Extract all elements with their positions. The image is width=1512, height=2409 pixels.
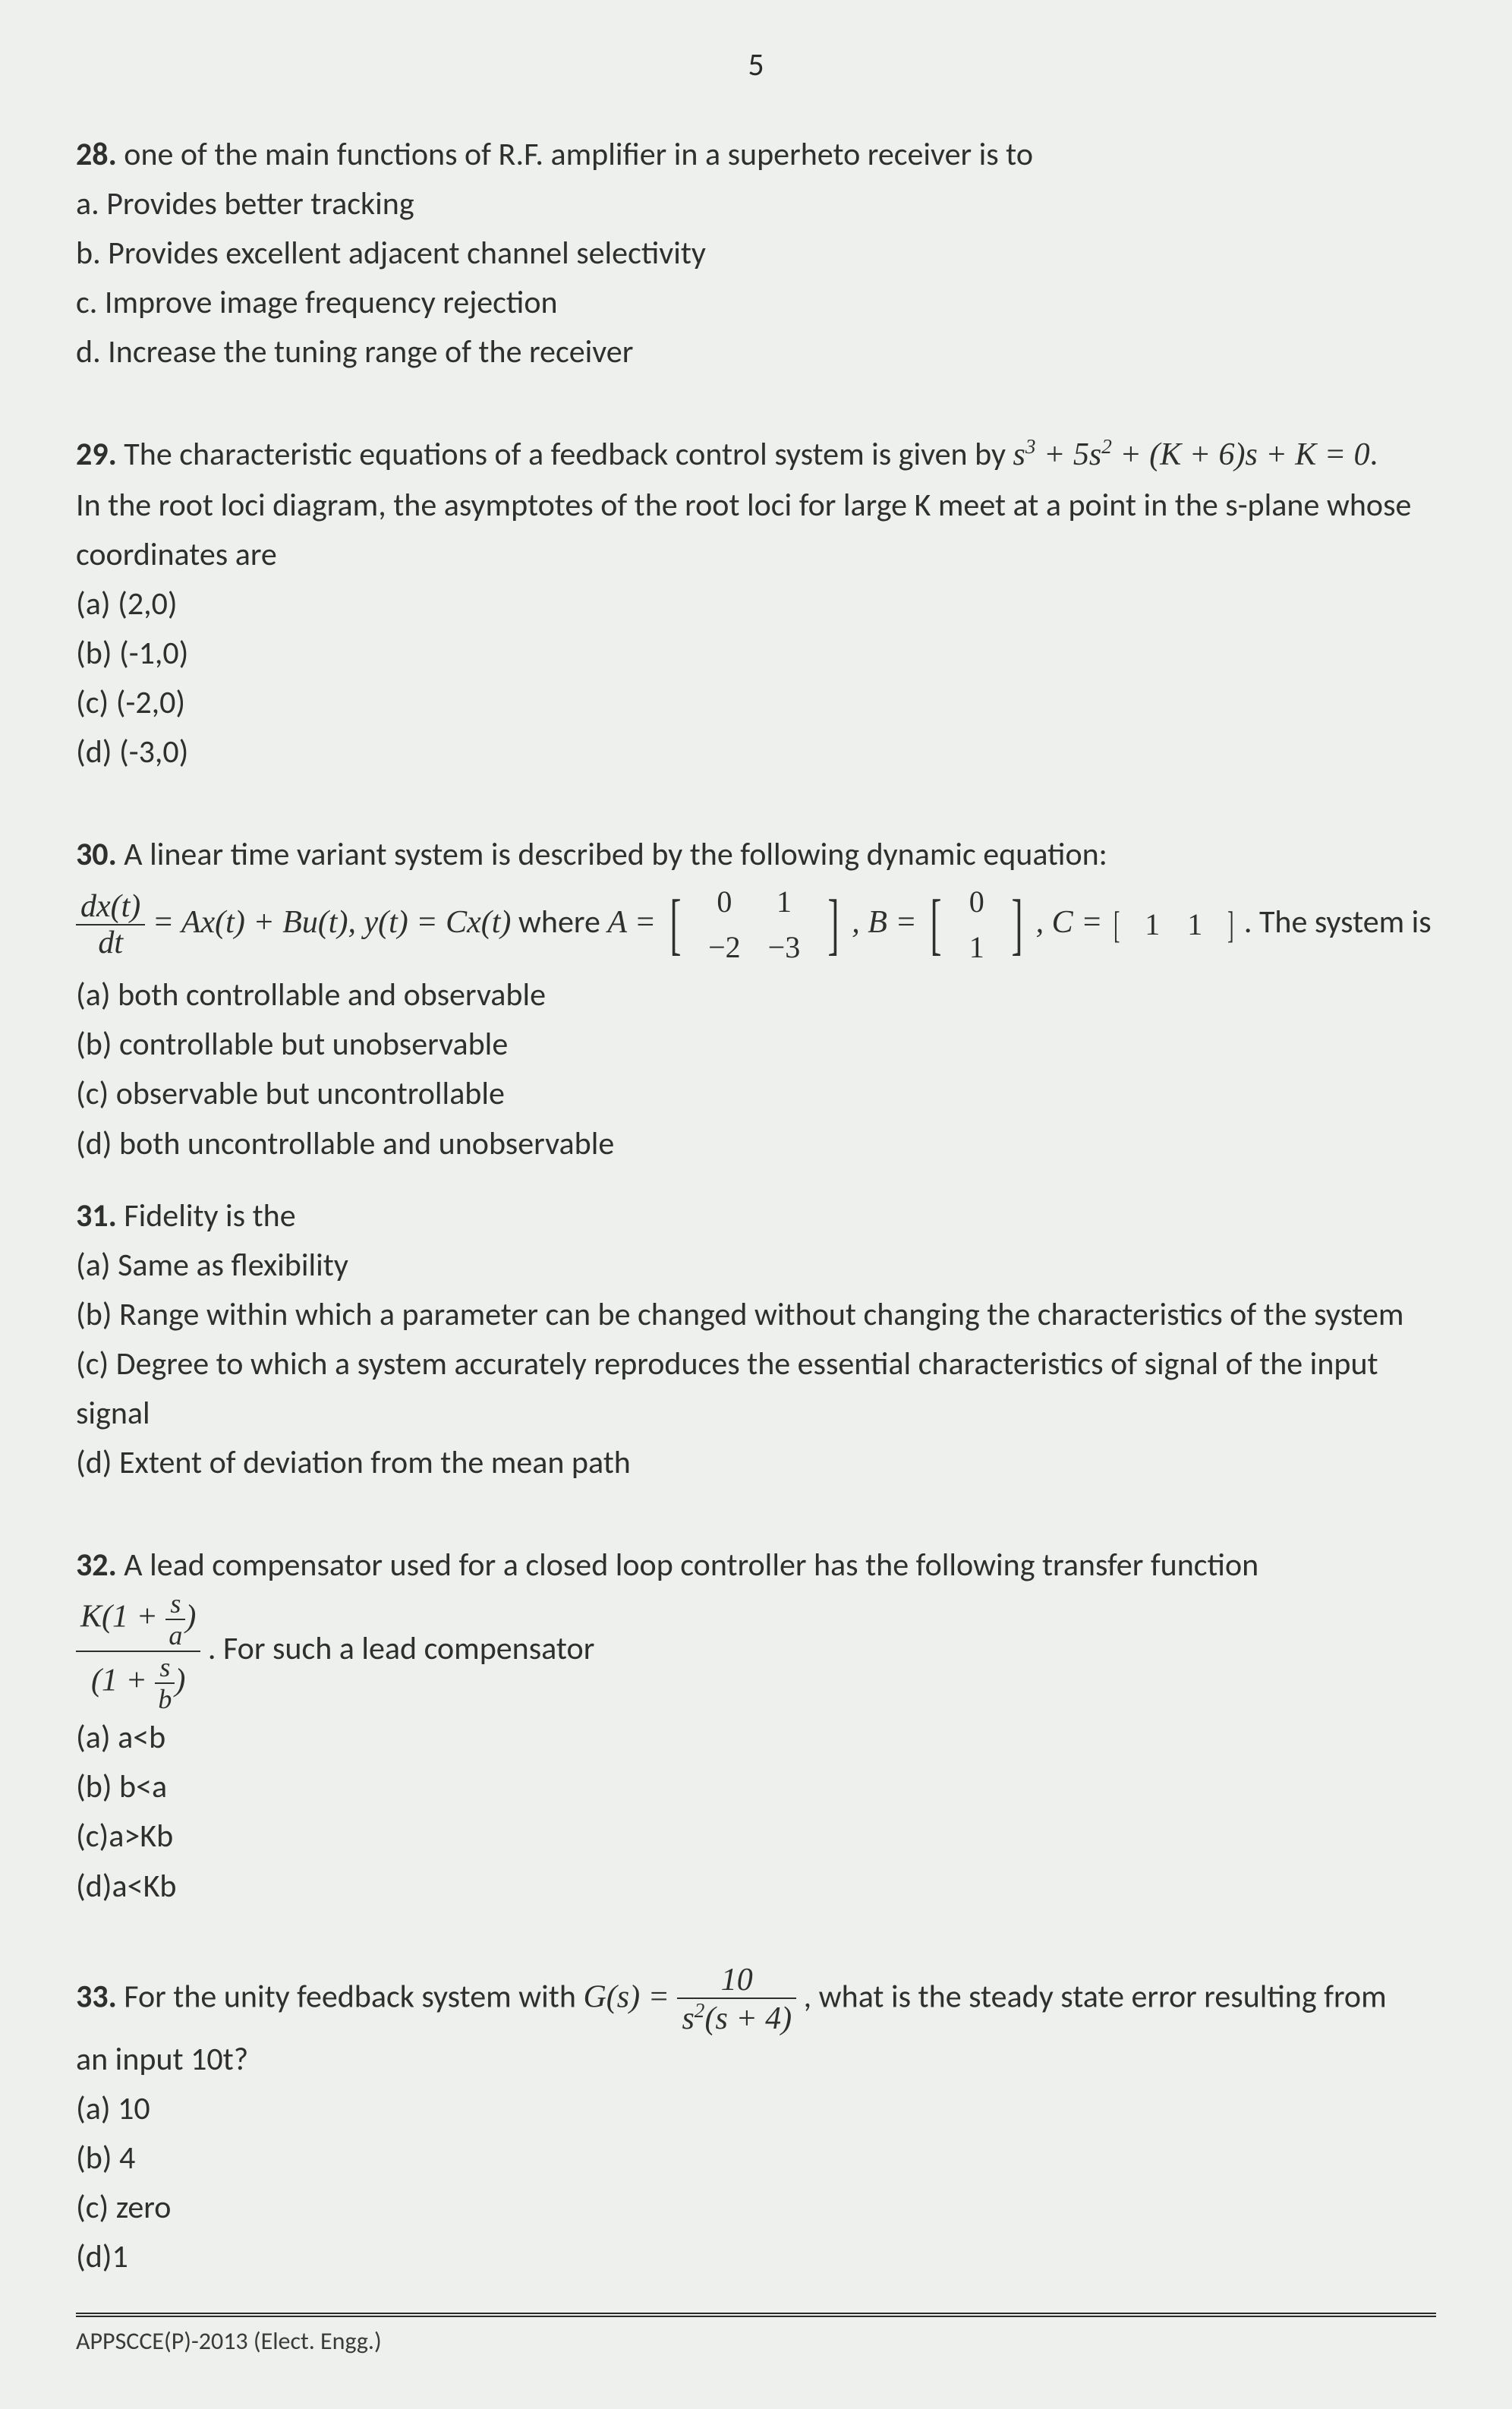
q30-dxdt-num: dx(t) — [76, 891, 145, 925]
q28-option-b: b. Provides excellent adjacent channel s… — [76, 229, 1436, 278]
q32-tf-num-close: ) — [185, 1600, 196, 1635]
q32-option-b: (b) b<a — [76, 1762, 1436, 1811]
page-footer: APPSCCE(P)-2013 (Elect. Engg.) — [76, 2313, 1436, 2356]
q31-option-d: (d) Extent of deviation from the mean pa… — [76, 1438, 1436, 1487]
q33-G-num: 10 — [677, 1964, 796, 1999]
q32-option-c: (c)a>Kb — [76, 1811, 1436, 1861]
q32-sa-frac: sa — [165, 1590, 185, 1649]
q31-number: 31. — [76, 1197, 117, 1235]
q30-A-00: 0 — [695, 879, 754, 925]
q33-option-d: (d)1 — [76, 2232, 1436, 2281]
q31-option-a: (a) Same as flexibility — [76, 1241, 1436, 1290]
q30-dxdt-den: dt — [76, 925, 145, 959]
q28-text: one of the main functions of R.F. amplif… — [117, 135, 1033, 174]
q30-number: 30. — [76, 835, 117, 874]
q30-text: A linear time variant system is describe… — [117, 835, 1107, 874]
q30-option-c: (c) observable but uncontrollable — [76, 1069, 1436, 1118]
q33-text-2: , what is the steady state error resulti… — [804, 1977, 1387, 2016]
q32-tail: . For such a lead compensator — [208, 1629, 595, 1668]
q32-transfer-function: K(1 + sa) (1 + sb) . For such a lead com… — [76, 1590, 1436, 1713]
q28-number: 28. — [76, 135, 117, 174]
q33-option-b: (b) 4 — [76, 2133, 1436, 2183]
q30-where: where — [518, 903, 607, 941]
q30-C-01: 1 — [1173, 902, 1216, 948]
q33-G-den: s2(s + 4) — [677, 1999, 796, 2035]
exam-page: 5 28. one of the main functions of R.F. … — [0, 0, 1512, 2409]
q30-B-label: , B = — [852, 905, 925, 940]
q30-A-11: −3 — [754, 925, 814, 970]
question-30: 30. A linear time variant system is desc… — [76, 830, 1436, 1168]
q30-equation-line: dx(t) dt = Ax(t) + Bu(t), y(t) = Cx(t) w… — [76, 879, 1436, 970]
q30-option-d: (d) both uncontrollable and unobservable — [76, 1119, 1436, 1168]
q32-option-d: (d)a<Kb — [76, 1862, 1436, 1911]
q30-dxdt: dx(t) dt — [76, 891, 145, 959]
q29-option-b: (b) (-1,0) — [76, 629, 1436, 678]
q32-tf-num: K(1 + sa) — [76, 1590, 200, 1652]
q32-text: A lead compensator used for a closed loo… — [117, 1546, 1258, 1584]
q30-eq-mid: = Ax(t) + Bu(t), y(t) = Cx(t) — [153, 905, 512, 940]
q32-tf-frac: K(1 + sa) (1 + sb) — [76, 1590, 200, 1713]
q30-A-10: −2 — [695, 925, 754, 970]
question-28: 28. one of the main functions of R.F. am… — [76, 130, 1436, 377]
q30-C-00: 1 — [1131, 902, 1173, 948]
q30-matrix-B: [ 01 ] — [925, 879, 1028, 970]
q30-option-a: (a) both controllable and observable — [76, 970, 1436, 1020]
q30-matrix-C: [ 11 ] — [1110, 902, 1236, 948]
q30-B-10: 1 — [956, 925, 998, 970]
q33-number: 33. — [76, 1977, 117, 2016]
q32-tf-den-close: ) — [175, 1663, 185, 1698]
q29-option-a: (a) (2,0) — [76, 579, 1436, 629]
q29-option-c: (c) (-2,0) — [76, 678, 1436, 727]
q28-option-d: d. Increase the tuning range of the rece… — [76, 327, 1436, 377]
q30-B-00: 0 — [956, 879, 998, 925]
q31-option-b: (b) Range within which a parameter can b… — [76, 1290, 1436, 1339]
q28-option-a: a. Provides better tracking — [76, 179, 1436, 229]
q32-sa-num: s — [165, 1590, 185, 1620]
q31-option-c: (c) Degree to which a system accurately … — [76, 1339, 1436, 1438]
q29-text-1: The characteristic equations of a feedba… — [117, 435, 1013, 474]
question-29: 29. The characteristic equations of a fe… — [76, 430, 1436, 777]
q32-number: 32. — [76, 1546, 117, 1584]
q30-tail: . The system is — [1244, 903, 1432, 941]
question-32: 32. A lead compensator used for a closed… — [76, 1540, 1436, 1910]
q32-option-a: (a) a<b — [76, 1713, 1436, 1762]
page-number: 5 — [76, 46, 1436, 84]
q29-option-d: (d) (-3,0) — [76, 727, 1436, 777]
q29-number: 29. — [76, 435, 117, 474]
q33-option-a: (a) 10 — [76, 2084, 1436, 2133]
q33-G-label: G(s) = — [583, 1979, 677, 2014]
q32-sb-frac: sb — [155, 1654, 175, 1713]
q32-sa-den: a — [165, 1620, 185, 1649]
q30-A-label: A = — [607, 905, 663, 940]
question-31: 31. Fidelity is the (a) Same as flexibil… — [76, 1191, 1436, 1488]
q32-tf-den: (1 + sb) — [76, 1652, 200, 1713]
q33-option-c: (c) zero — [76, 2183, 1436, 2232]
q30-A-01: 1 — [754, 879, 814, 925]
q28-option-c: c. Improve image frequency rejection — [76, 278, 1436, 327]
q31-text: Fidelity is the — [117, 1197, 296, 1235]
q33-text-1: For the unity feedback system with — [117, 1977, 584, 2016]
q30-option-b: (b) controllable but unobservable — [76, 1020, 1436, 1069]
q33-text-3: an input 10t? — [76, 2040, 248, 2079]
q30-C-label: , C = — [1036, 905, 1110, 940]
q32-tf-K: K(1 + — [80, 1600, 165, 1635]
q29-equation: s3 + 5s2 + (K + 6)s + K = 0 — [1013, 437, 1369, 472]
q32-sb-den: b — [155, 1684, 175, 1713]
q29-text-2: In the root loci diagram, the asymptotes… — [76, 486, 1411, 574]
q32-tf-den-open: (1 + — [91, 1663, 155, 1698]
question-33: 33. For the unity feedback system with G… — [76, 1964, 1436, 2281]
q30-matrix-A: [ 01−2−3 ] — [664, 879, 845, 970]
q33-G-frac: 10 s2(s + 4) — [677, 1964, 796, 2035]
q32-sb-num: s — [155, 1654, 175, 1684]
